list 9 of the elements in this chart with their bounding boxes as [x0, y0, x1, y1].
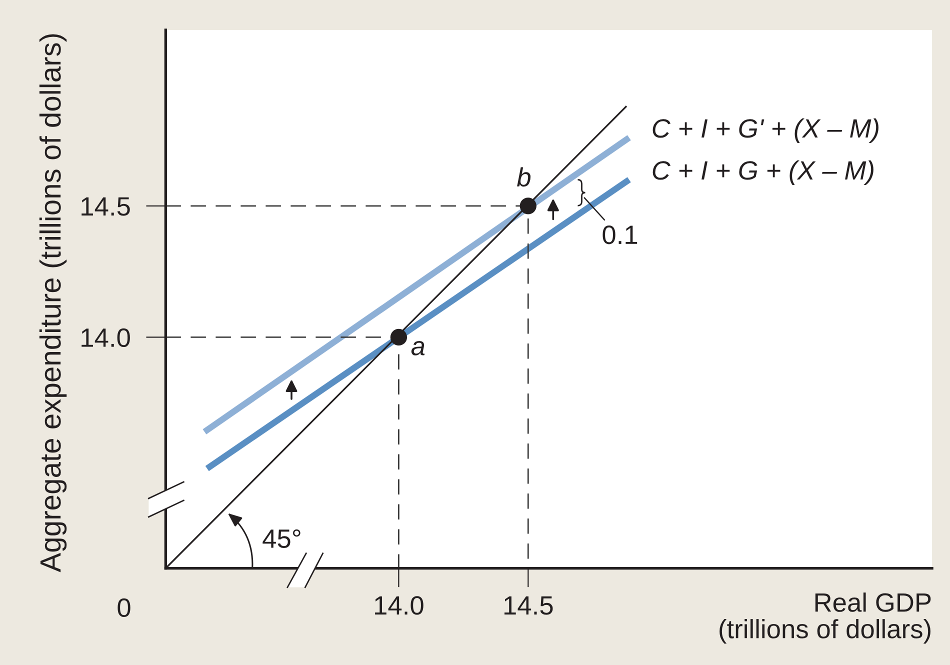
annotation: b — [517, 167, 531, 187]
series-label: C + I + G' + (X – M) — [652, 118, 878, 143]
annotation: 0.1 — [602, 226, 638, 244]
annotation: a — [411, 340, 425, 356]
y-axis-title: Aggregate expenditure (trillions of dollars) — [39, 34, 67, 572]
x-axis-title: Real GDP (trillions of dollars) — [720, 592, 931, 644]
text: 0 — [118, 598, 130, 618]
series-label: C + I + G + (X – M) — [652, 160, 874, 186]
annotation: 45° — [262, 529, 300, 548]
